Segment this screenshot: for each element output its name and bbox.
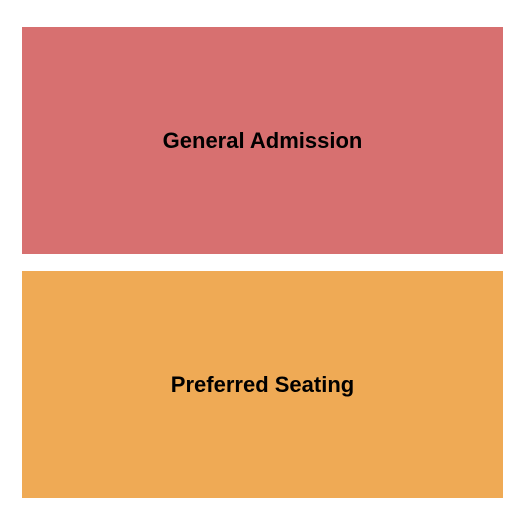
zone-general-admission[interactable]: General Admission [22, 27, 503, 254]
zone-label: General Admission [163, 128, 363, 154]
zone-preferred-seating[interactable]: Preferred Seating [22, 271, 503, 498]
zone-label: Preferred Seating [171, 372, 354, 398]
